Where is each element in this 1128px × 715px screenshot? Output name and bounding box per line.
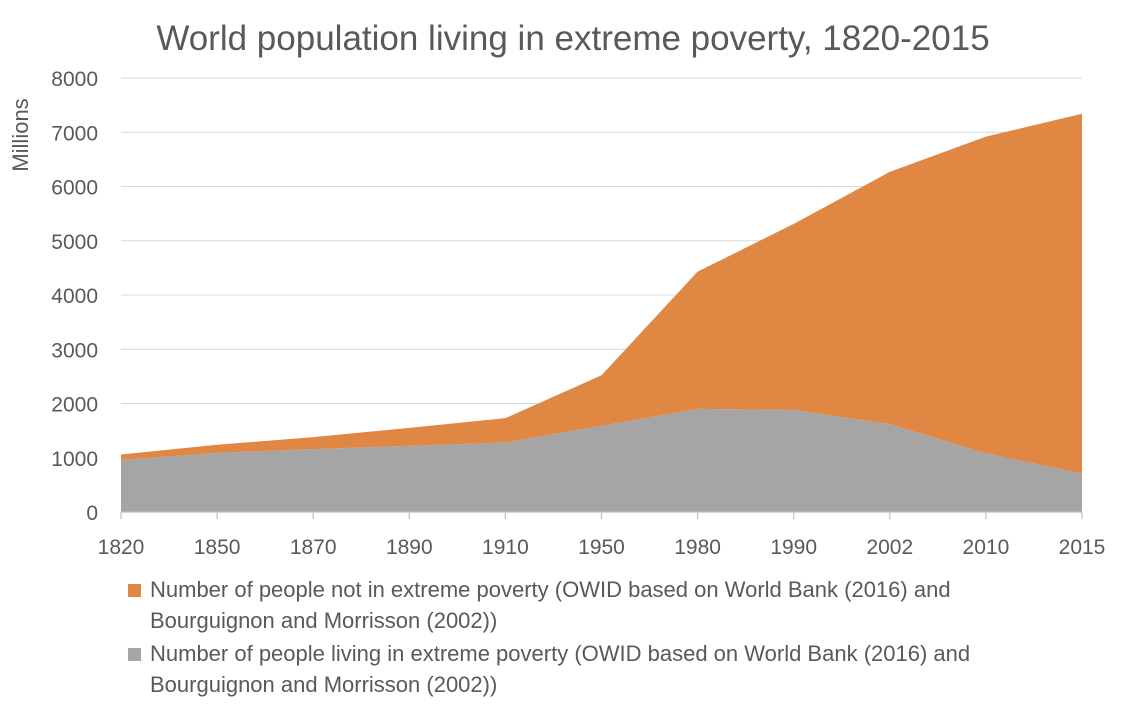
y-tick-label: 7000 (51, 122, 98, 145)
x-tick-label: 1820 (98, 536, 145, 559)
legend-swatch-in-poverty (128, 648, 141, 661)
y-tick-label: 4000 (51, 285, 98, 308)
legend-label-line1: Number of people not in extreme poverty … (150, 577, 951, 602)
area-series-in-poverty (121, 408, 1082, 512)
x-tick-label: 1870 (290, 536, 337, 559)
legend-label-line2: Bourguignon and Morrisson (2002)) (150, 672, 498, 697)
y-tick-label: 3000 (51, 339, 98, 362)
x-tick-label: 1910 (482, 536, 529, 559)
legend-label-line2: Bourguignon and Morrisson (2002)) (150, 608, 498, 633)
y-tick-label: 5000 (51, 231, 98, 254)
y-tick-label: 2000 (51, 394, 98, 417)
x-tick-label: 1990 (770, 536, 817, 559)
area-series-not-in-poverty (121, 113, 1082, 474)
legend: Number of people not in extreme poverty … (128, 574, 1088, 702)
x-tick-label: 1980 (674, 536, 721, 559)
legend-item-not-in-poverty: Number of people not in extreme poverty … (128, 574, 1088, 636)
axes (120, 511, 1083, 519)
y-tick-label: 8000 (51, 68, 98, 91)
x-tick-label: 1850 (194, 536, 241, 559)
y-tick-label: 0 (86, 502, 98, 525)
legend-item-in-poverty: Number of people living in extreme pover… (128, 638, 1088, 700)
y-tick-label: 1000 (51, 448, 98, 471)
x-tick-labels: 1820 1850 1870 1890 1910 1950 1980 1990 2002 2010… (98, 536, 1106, 559)
x-tick-label: 1890 (386, 536, 433, 559)
x-tick-label: 2015 (1059, 536, 1106, 559)
y-axis-label: Millions (8, 98, 33, 171)
area-series-layer (121, 113, 1082, 512)
legend-swatch-not-in-poverty (128, 584, 141, 597)
x-tick-label: 1950 (578, 536, 625, 559)
y-tick-labels: 0 1000 2000 3000 4000 5000 6000 7000 8000 (51, 68, 98, 525)
x-tick-label: 2010 (963, 536, 1010, 559)
y-tick-label: 6000 (51, 177, 98, 200)
chart-title: World population living in extreme pover… (156, 19, 989, 58)
x-tick-label: 2002 (866, 536, 913, 559)
legend-label-line1: Number of people living in extreme pover… (150, 641, 971, 666)
